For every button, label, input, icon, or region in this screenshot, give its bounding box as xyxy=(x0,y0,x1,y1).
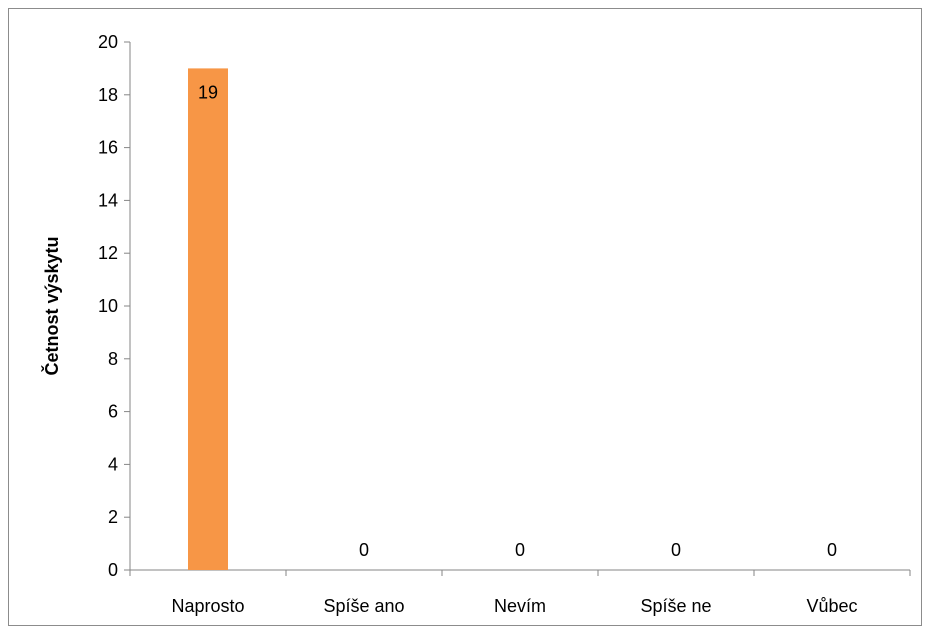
bar-data-label: 0 xyxy=(359,540,369,560)
x-category-label: Spíše ne xyxy=(640,596,711,616)
y-tick-label: 20 xyxy=(98,32,118,52)
x-category-label: Naprosto xyxy=(171,596,244,616)
y-axis: 0 2 4 6 8 10 12 14 16 18 20 xyxy=(98,32,131,580)
y-tick-label: 6 xyxy=(108,402,118,422)
bar-data-label: 0 xyxy=(671,540,681,560)
y-tick-label: 10 xyxy=(98,296,118,316)
y-tick-label: 2 xyxy=(108,507,118,527)
y-tick-label: 0 xyxy=(108,560,118,580)
bar-data-label: 0 xyxy=(827,540,837,560)
y-tick-label: 8 xyxy=(108,349,118,369)
bar xyxy=(188,68,228,571)
y-tick-label: 14 xyxy=(98,190,118,210)
y-tick-label: 16 xyxy=(98,138,118,158)
y-tick-label: 12 xyxy=(98,243,118,263)
y-tick-label: 18 xyxy=(98,85,118,105)
x-category-label: Vůbec xyxy=(806,596,857,616)
bars xyxy=(188,68,228,571)
y-axis-title: Četnost výskytu xyxy=(41,236,62,375)
bar-data-label: 0 xyxy=(515,540,525,560)
y-tick-label: 4 xyxy=(108,454,118,474)
x-category-label: Nevím xyxy=(494,596,546,616)
chart-frame xyxy=(8,8,922,626)
data-labels: 19 0 0 0 0 xyxy=(198,82,837,560)
x-axis: Naprosto Spíše ano Nevím Spíše ne Vůbec xyxy=(129,569,911,616)
x-category-label: Spíše ano xyxy=(323,596,404,616)
bar-data-label: 19 xyxy=(198,82,218,102)
